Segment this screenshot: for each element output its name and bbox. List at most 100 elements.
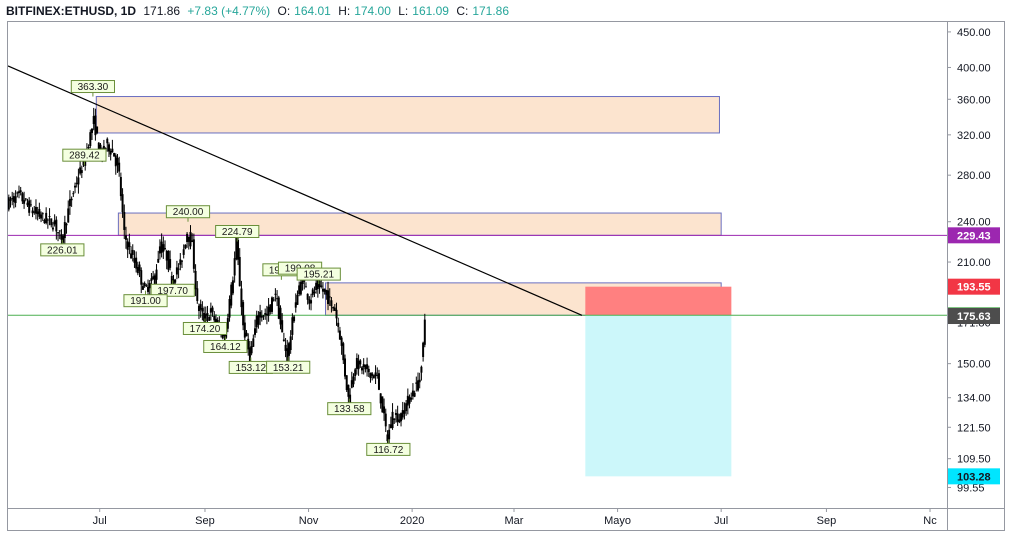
candle[interactable] — [291, 313, 294, 340]
price-annotation[interactable]: 153.21 — [266, 357, 311, 374]
candle[interactable] — [359, 359, 362, 368]
price-annotation[interactable]: 116.72 — [366, 439, 411, 456]
price-badge[interactable]: 229.43 — [948, 227, 1000, 244]
candle[interactable] — [423, 313, 426, 348]
candle[interactable] — [240, 280, 243, 316]
candle[interactable] — [311, 287, 314, 298]
candle[interactable] — [196, 281, 199, 304]
candle[interactable] — [94, 108, 97, 141]
candle[interactable] — [321, 281, 324, 299]
candle[interactable] — [394, 409, 397, 423]
candle[interactable] — [160, 233, 163, 258]
candle[interactable] — [289, 330, 292, 354]
candle[interactable] — [131, 244, 134, 262]
price-badge[interactable]: 175.63 — [948, 308, 1000, 325]
candle[interactable] — [113, 152, 116, 157]
candle[interactable] — [332, 306, 335, 312]
candle[interactable] — [21, 191, 24, 205]
candle[interactable] — [9, 196, 12, 208]
candle[interactable] — [325, 289, 328, 300]
candle[interactable] — [355, 353, 358, 375]
candle[interactable] — [281, 313, 284, 333]
candle[interactable] — [135, 251, 138, 273]
candle[interactable] — [260, 310, 263, 322]
candle[interactable] — [140, 267, 143, 294]
candle[interactable] — [182, 244, 185, 259]
candle[interactable] — [255, 310, 258, 333]
candle[interactable] — [323, 288, 326, 295]
price-annotation[interactable]: 226.01 — [40, 239, 85, 257]
candle[interactable] — [187, 236, 190, 250]
candle[interactable] — [67, 200, 70, 223]
candle[interactable] — [243, 315, 246, 344]
candle[interactable] — [269, 304, 272, 315]
candle[interactable] — [107, 142, 110, 158]
candle[interactable] — [184, 244, 187, 250]
candle[interactable] — [347, 384, 350, 406]
candle[interactable] — [179, 253, 182, 271]
candle[interactable] — [12, 192, 15, 209]
candle[interactable] — [162, 236, 165, 259]
candle[interactable] — [265, 305, 268, 325]
price-annotation[interactable]: 164.12 — [203, 336, 248, 353]
candle[interactable] — [369, 372, 372, 383]
candle[interactable] — [352, 373, 355, 388]
candle[interactable] — [376, 367, 379, 379]
price-badge[interactable]: 193.55 — [948, 278, 1000, 295]
candle[interactable] — [124, 226, 127, 249]
candle[interactable] — [242, 299, 245, 331]
candle[interactable] — [230, 282, 233, 309]
candle[interactable] — [191, 233, 194, 243]
candle[interactable] — [337, 317, 340, 333]
candle[interactable] — [165, 249, 168, 270]
candle[interactable] — [372, 374, 375, 379]
candle[interactable] — [77, 168, 80, 194]
candle[interactable] — [247, 333, 250, 356]
candle[interactable] — [313, 286, 316, 297]
candle[interactable] — [411, 383, 414, 400]
candle[interactable] — [333, 304, 336, 311]
price-annotation[interactable]: 363.30 — [70, 80, 116, 97]
candle[interactable] — [26, 198, 29, 207]
candle[interactable] — [338, 326, 341, 340]
candle[interactable] — [53, 214, 56, 227]
candle[interactable] — [143, 281, 146, 288]
candle[interactable] — [60, 229, 63, 246]
candle[interactable] — [157, 250, 160, 263]
candle[interactable] — [80, 165, 83, 179]
candle[interactable] — [116, 154, 119, 173]
price-annotation[interactable]: 191.00 — [123, 290, 168, 308]
candle[interactable] — [164, 240, 167, 251]
candle[interactable] — [310, 293, 313, 311]
candle[interactable] — [33, 205, 36, 215]
candle[interactable] — [250, 341, 253, 356]
candle[interactable] — [70, 196, 73, 207]
candle[interactable] — [128, 233, 131, 255]
candle[interactable] — [201, 301, 204, 321]
candle[interactable] — [328, 288, 331, 306]
candle[interactable] — [109, 148, 112, 161]
candle[interactable] — [226, 313, 229, 333]
candle[interactable] — [192, 233, 195, 273]
candle[interactable] — [141, 282, 144, 291]
candle[interactable] — [410, 392, 413, 402]
candle[interactable] — [46, 218, 49, 229]
candle[interactable] — [391, 403, 394, 430]
candle[interactable] — [396, 405, 399, 426]
candle[interactable] — [398, 413, 401, 424]
candle[interactable] — [31, 207, 34, 218]
candle[interactable] — [169, 250, 172, 271]
candle[interactable] — [126, 238, 129, 258]
candle[interactable] — [304, 282, 307, 288]
candle[interactable] — [206, 305, 209, 324]
candle[interactable] — [327, 281, 330, 311]
candle[interactable] — [148, 280, 151, 295]
candle[interactable] — [136, 261, 139, 276]
candle[interactable] — [152, 270, 155, 280]
candle[interactable] — [197, 303, 200, 320]
candle[interactable] — [371, 372, 374, 381]
candle[interactable] — [308, 296, 311, 310]
candle[interactable] — [43, 218, 46, 224]
candle[interactable] — [340, 335, 343, 355]
candle[interactable] — [264, 308, 267, 320]
